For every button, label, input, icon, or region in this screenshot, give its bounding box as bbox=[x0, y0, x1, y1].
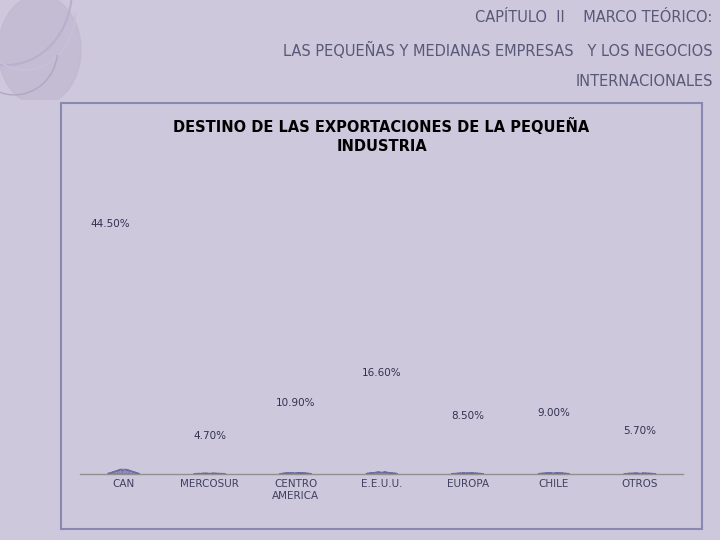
Text: 16.60%: 16.60% bbox=[361, 368, 402, 378]
Text: LAS PEQUEÑAS Y MEDIANAS EMPRESAS   Y LOS NEGOCIOS: LAS PEQUEÑAS Y MEDIANAS EMPRESAS Y LOS N… bbox=[283, 42, 713, 59]
Polygon shape bbox=[279, 472, 311, 474]
Polygon shape bbox=[451, 473, 483, 474]
Polygon shape bbox=[108, 469, 140, 474]
Polygon shape bbox=[624, 473, 656, 474]
Text: 44.50%: 44.50% bbox=[91, 219, 130, 228]
Text: INTERNACIONALES: INTERNACIONALES bbox=[575, 74, 713, 89]
Text: CAPÍTULO  II    MARCO TEÓRICO:: CAPÍTULO II MARCO TEÓRICO: bbox=[475, 10, 713, 25]
Ellipse shape bbox=[0, 0, 81, 105]
Polygon shape bbox=[366, 472, 397, 474]
Text: 5.70%: 5.70% bbox=[624, 426, 656, 436]
Text: INDUSTRIA: INDUSTRIA bbox=[336, 139, 427, 154]
Text: 8.50%: 8.50% bbox=[451, 411, 484, 421]
Text: 10.90%: 10.90% bbox=[276, 398, 315, 408]
Text: 4.70%: 4.70% bbox=[193, 431, 226, 441]
Text: 9.00%: 9.00% bbox=[537, 408, 570, 418]
Text: DESTINO DE LAS EXPORTACIONES DE LA PEQUEÑA: DESTINO DE LAS EXPORTACIONES DE LA PEQUE… bbox=[174, 118, 590, 134]
Polygon shape bbox=[538, 473, 570, 474]
